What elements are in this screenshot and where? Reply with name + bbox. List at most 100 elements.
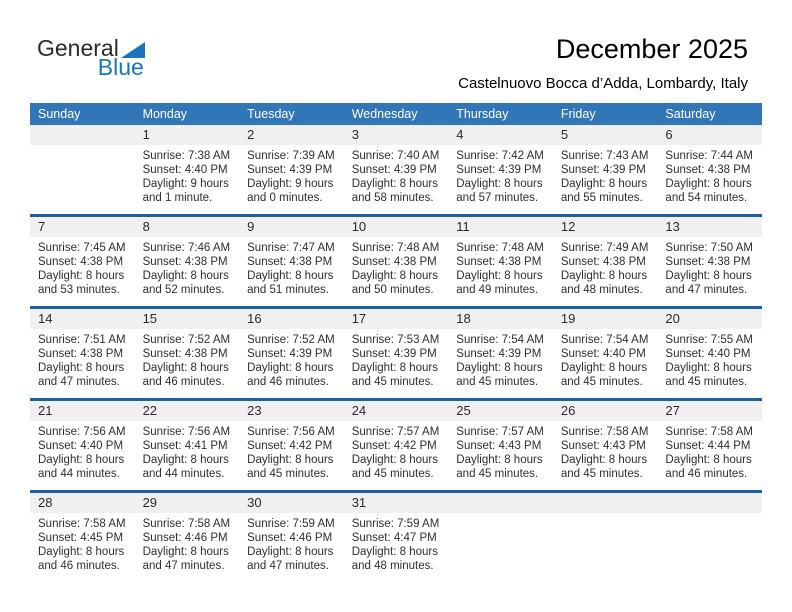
day-info-line: Sunset: 4:38 PM: [665, 164, 751, 176]
day-info-line: and 54 minutes.: [665, 192, 748, 204]
day-info-line: and 47 minutes.: [665, 284, 748, 296]
day-info-line: Daylight: 8 hours: [38, 270, 125, 282]
day-number: 30: [247, 495, 262, 510]
day-cell: Sunrise: 7:50 AM Sunset: 4:38 PM Daylight:…: [657, 237, 762, 306]
day-info-band: Sunrise: 7:51 AM Sunset: 4:38 PM Daylight:…: [30, 329, 762, 398]
day-info-band: Sunrise: 7:45 AM Sunset: 4:38 PM Daylight:…: [30, 237, 762, 306]
day-number: 19: [560, 311, 576, 326]
day-cell: Sunrise: 7:54 AM Sunset: 4:40 PM Daylight:…: [553, 329, 658, 398]
day-info-line: Sunrise: 7:54 AM: [560, 334, 649, 346]
day-info-line: and 50 minutes.: [351, 284, 434, 296]
day-info-line: Sunset: 4:40 PM: [665, 348, 751, 360]
day-cell: Sunrise: 7:57 AM Sunset: 4:43 PM Daylight:…: [448, 421, 553, 490]
day-info-line: Sunset: 4:47 PM: [351, 532, 437, 544]
day-info-line: Sunset: 4:39 PM: [247, 164, 333, 176]
day-info-line: and 0 minutes.: [247, 192, 323, 204]
day-number: [448, 493, 553, 513]
day-info-line: and 46 minutes.: [665, 468, 748, 480]
day-info-line: Daylight: 8 hours: [560, 362, 648, 374]
day-number: 18: [456, 311, 471, 326]
day-cell: Sunrise: 7:57 AM Sunset: 4:42 PM Daylight:…: [344, 421, 449, 490]
general-blue-logo: General Blue: [37, 37, 145, 79]
day-number: 11: [456, 219, 470, 234]
day-info-line: Sunset: 4:38 PM: [247, 256, 333, 268]
day-cell: Sunrise: 7:58 AM Sunset: 4:43 PM Daylight:…: [553, 421, 658, 490]
day-info-line: Sunset: 4:38 PM: [456, 256, 542, 268]
logo-word-blue: Blue: [97, 54, 144, 80]
day-cell: Sunrise: 7:58 AM Sunset: 4:46 PM Daylight:…: [135, 513, 240, 582]
day-info-line: Sunrise: 7:57 AM: [456, 426, 544, 438]
day-info-line: Daylight: 8 hours: [142, 546, 229, 558]
day-info-line: and 45 minutes.: [560, 468, 643, 480]
day-info-line: Daylight: 8 hours: [665, 362, 752, 374]
day-info-line: and 44 minutes.: [38, 468, 120, 480]
day-info-line: Sunset: 4:38 PM: [351, 256, 437, 268]
day-info-line: Sunset: 4:45 PM: [38, 532, 124, 544]
calendar-body: 1 2 3 4 5 6 Sunrise: 7:38 AM Sunset: 4:40 PM Day…: [30, 125, 762, 582]
date-number-band: 7 8 9 10 11 12 13: [30, 217, 762, 237]
day-info-line: Daylight: 8 hours: [456, 178, 543, 190]
day-info-line: Sunrise: 7:40 AM: [351, 150, 440, 162]
day-number: 1: [142, 127, 150, 142]
day-info-line: Sunrise: 7:49 AM: [560, 242, 649, 254]
day-info-line: Sunrise: 7:45 AM: [38, 242, 126, 254]
day-info-line: Sunrise: 7:50 AM: [665, 242, 753, 254]
weekday-header-tuesday: Tuesday: [247, 107, 295, 121]
day-info-line: Sunrise: 7:47 AM: [247, 242, 335, 254]
weekday-header-wednesday: Wednesday: [351, 107, 418, 121]
day-info-line: Daylight: 8 hours: [456, 270, 543, 282]
day-info-line: Daylight: 8 hours: [247, 362, 334, 374]
day-info-line: Sunrise: 7:39 AM: [247, 150, 335, 162]
day-info-line: Sunrise: 7:57 AM: [351, 426, 440, 438]
day-info-line: Sunset: 4:39 PM: [456, 164, 542, 176]
day-number: 27: [665, 403, 680, 418]
day-cell: Sunrise: 7:48 AM Sunset: 4:38 PM Daylight:…: [344, 237, 449, 306]
day-info-line: Daylight: 8 hours: [142, 362, 229, 374]
day-info-line: Sunrise: 7:38 AM: [142, 150, 231, 162]
day-cell: Sunrise: 7:58 AM Sunset: 4:45 PM Daylight:…: [30, 513, 135, 582]
day-info-line: and 45 minutes.: [456, 468, 539, 480]
day-info-line: Daylight: 8 hours: [38, 454, 125, 466]
day-info-line: Sunrise: 7:56 AM: [142, 426, 231, 438]
day-info-line: Sunset: 4:38 PM: [142, 256, 228, 268]
logo-line-1: General: [37, 37, 145, 60]
weekday-header-sunday: Sunday: [38, 107, 81, 121]
day-info-line: Sunrise: 7:48 AM: [456, 242, 544, 254]
day-number: 4: [456, 127, 464, 142]
day-info-line: Sunrise: 7:42 AM: [456, 150, 544, 162]
day-info-line: Daylight: 8 hours: [142, 270, 229, 282]
day-info-line: Daylight: 8 hours: [142, 454, 229, 466]
day-info-line: Daylight: 8 hours: [665, 270, 752, 282]
day-cell: Sunrise: 7:45 AM Sunset: 4:38 PM Daylight:…: [30, 237, 135, 306]
day-info-line: and 57 minutes.: [456, 192, 539, 204]
day-info-line: Daylight: 8 hours: [38, 546, 125, 558]
day-number: [30, 125, 135, 145]
day-info-line: Sunset: 4:42 PM: [351, 440, 437, 452]
day-info-line: and 45 minutes.: [456, 376, 539, 388]
day-info-line: Sunrise: 7:52 AM: [247, 334, 335, 346]
day-info-line: and 1 minute.: [142, 192, 213, 204]
day-number: 20: [665, 311, 680, 326]
day-info-line: Sunrise: 7:55 AM: [665, 334, 753, 346]
day-info-line: Daylight: 8 hours: [247, 454, 334, 466]
day-cell: Sunrise: 7:47 AM Sunset: 4:38 PM Daylight:…: [239, 237, 344, 306]
day-info-line: and 45 minutes.: [247, 468, 329, 480]
day-info-line: Sunrise: 7:48 AM: [351, 242, 440, 254]
day-info-line: Sunrise: 7:53 AM: [351, 334, 440, 346]
day-number: 2: [247, 127, 255, 142]
day-info-line: and 48 minutes.: [560, 284, 643, 296]
day-info-band: Sunrise: 7:56 AM Sunset: 4:40 PM Daylight:…: [30, 421, 762, 490]
day-number: 8: [142, 219, 150, 234]
day-info-line: Sunset: 4:46 PM: [247, 532, 333, 544]
day-info-line: Sunset: 4:38 PM: [38, 348, 124, 360]
day-info-line: Daylight: 8 hours: [247, 270, 334, 282]
day-cell: Sunrise: 7:52 AM Sunset: 4:38 PM Daylight:…: [135, 329, 240, 398]
day-info-line: Sunset: 4:38 PM: [38, 256, 124, 268]
day-cell: Sunrise: 7:51 AM Sunset: 4:38 PM Daylight:…: [30, 329, 135, 398]
day-info-line: Sunrise: 7:46 AM: [142, 242, 231, 254]
day-info-line: Sunrise: 7:44 AM: [665, 150, 753, 162]
weekday-header-friday: Friday: [560, 107, 596, 121]
day-info-line: Sunset: 4:40 PM: [560, 348, 646, 360]
day-info-line: Sunset: 4:40 PM: [38, 440, 124, 452]
day-number: 23: [247, 403, 262, 418]
